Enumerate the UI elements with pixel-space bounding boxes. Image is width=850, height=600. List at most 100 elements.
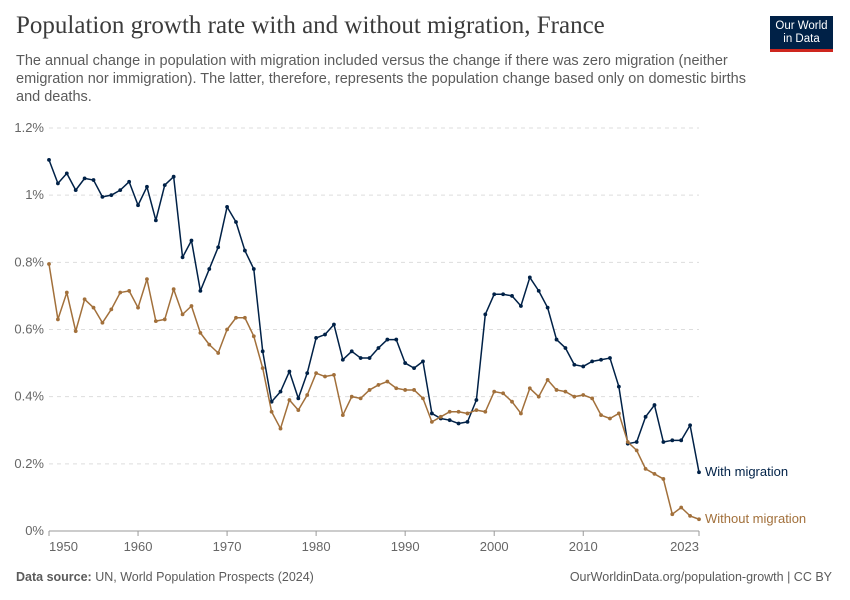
data-point[interactable] [332,322,336,327]
data-point[interactable] [581,393,586,397]
data-point[interactable] [421,396,425,401]
data-point[interactable] [643,414,648,419]
data-point[interactable] [47,158,51,162]
data-point[interactable] [332,372,336,377]
data-point[interactable] [73,188,78,193]
data-point[interactable] [510,399,514,404]
data-point[interactable] [661,440,666,444]
data-point[interactable] [207,342,212,347]
data-point[interactable] [251,334,256,339]
data-point[interactable] [554,388,559,392]
data-point[interactable] [127,179,132,184]
data-source-text[interactable]: UN, World Population Prospects (2024) [95,570,314,584]
data-point[interactable] [474,408,479,412]
data-point[interactable] [340,413,345,418]
data-point[interactable] [492,292,497,297]
data-point[interactable] [483,312,488,317]
data-point[interactable] [198,330,203,335]
data-point[interactable] [269,399,274,404]
data-point[interactable] [501,391,506,396]
data-point[interactable] [225,205,229,209]
data-point[interactable] [697,517,701,522]
data-point[interactable] [581,364,586,369]
data-point[interactable] [563,389,568,394]
data-point[interactable] [456,421,461,426]
data-point[interactable] [697,470,701,475]
data-point[interactable] [527,386,532,391]
data-point[interactable] [608,416,612,421]
data-point[interactable] [421,359,425,364]
data-point[interactable] [269,409,274,414]
data-point[interactable] [385,337,390,342]
data-point[interactable] [314,335,319,340]
data-point[interactable] [447,418,452,423]
data-point[interactable] [599,413,603,418]
data-point[interactable] [554,337,559,342]
data-point[interactable] [572,362,577,367]
data-point[interactable] [590,359,595,364]
data-point[interactable] [109,193,114,198]
data-point[interactable] [429,419,434,424]
data-point[interactable] [56,317,60,322]
data-point[interactable] [634,448,639,453]
data-point[interactable] [47,262,51,266]
data-point[interactable] [652,403,657,407]
data-point[interactable] [64,171,69,176]
data-point[interactable] [447,409,452,414]
data-point[interactable] [501,292,506,297]
data-point[interactable] [367,388,372,392]
data-point[interactable] [349,349,354,354]
data-point[interactable] [599,357,603,362]
data-point[interactable] [429,411,434,416]
data-point[interactable] [251,267,256,271]
data-point[interactable] [616,411,621,416]
data-point[interactable] [234,220,238,224]
data-point[interactable] [349,394,354,399]
data-point[interactable] [608,356,612,360]
data-point[interactable] [198,288,203,293]
owid-logo[interactable]: Our World in Data [770,16,833,52]
data-point[interactable] [225,327,229,332]
data-point[interactable] [465,411,470,416]
data-point[interactable] [64,290,69,295]
data-point[interactable] [242,248,247,253]
data-point[interactable] [519,411,523,416]
data-point[interactable] [136,305,140,310]
data-point[interactable] [688,423,692,428]
series-with-migration[interactable] [47,158,701,475]
data-point[interactable] [545,305,550,310]
data-point[interactable] [652,472,657,476]
data-point[interactable] [670,438,675,443]
data-point[interactable] [171,174,176,179]
data-point[interactable] [82,176,87,181]
data-point[interactable] [563,346,568,350]
data-point[interactable] [216,245,221,250]
data-point[interactable] [679,438,684,443]
data-point[interactable] [305,371,310,376]
data-point[interactable] [394,386,399,391]
data-point[interactable] [296,408,301,412]
data-point[interactable] [688,513,692,518]
data-point[interactable] [545,377,550,382]
data-point[interactable] [109,307,114,312]
data-point[interactable] [340,357,345,362]
data-point[interactable] [260,349,265,354]
data-point[interactable] [438,414,443,419]
data-point[interactable] [358,396,363,401]
data-point[interactable] [643,466,648,471]
data-point[interactable] [296,396,301,401]
data-point[interactable] [394,337,399,342]
data-point[interactable] [145,184,149,189]
data-point[interactable] [91,305,96,310]
data-point[interactable] [314,371,319,376]
data-point[interactable] [82,297,87,302]
data-point[interactable] [536,394,541,399]
data-point[interactable] [162,183,167,187]
data-point[interactable] [519,304,523,308]
data-point[interactable] [358,356,363,360]
data-point[interactable] [510,294,514,298]
data-point[interactable] [323,374,327,379]
data-point[interactable] [492,389,497,394]
data-point[interactable] [483,409,488,414]
data-point[interactable] [242,315,247,320]
